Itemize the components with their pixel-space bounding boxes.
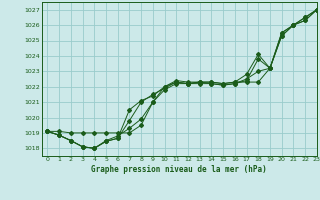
X-axis label: Graphe pression niveau de la mer (hPa): Graphe pression niveau de la mer (hPa): [91, 165, 267, 174]
